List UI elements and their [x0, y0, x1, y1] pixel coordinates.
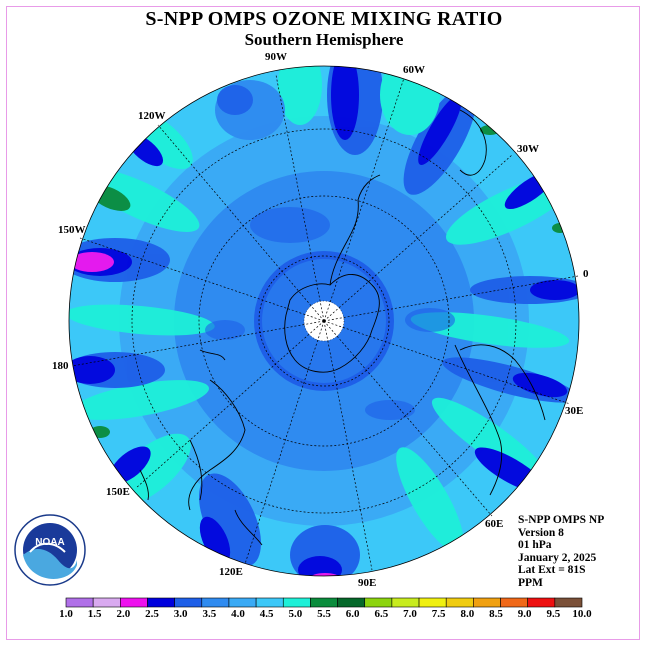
colorbar-tick-label: 7.0	[403, 608, 417, 620]
lon-label-180: 180	[52, 360, 69, 372]
coastlines	[139, 109, 546, 546]
lon-label-150e: 150E	[106, 486, 130, 498]
colorbar-swatch	[65, 597, 94, 608]
colorbar-swatch	[418, 597, 447, 608]
colorbar-swatch	[92, 597, 121, 608]
colorbar-swatch	[174, 597, 203, 608]
colorbar-swatch	[255, 597, 284, 608]
colorbar-swatch	[554, 597, 583, 608]
colorbar-swatch	[282, 597, 311, 608]
colorbar-tick-label: 5.0	[288, 608, 303, 620]
colorbar-tick-label: 3.0	[173, 608, 188, 620]
colorbar-swatch	[473, 597, 501, 608]
colorbar-tick-label: 3.5	[202, 608, 217, 620]
map-subtitle: Southern Hemisphere	[244, 30, 404, 49]
colorbar-tick-label: 8.5	[489, 608, 503, 620]
lon-label-60w: 60W	[403, 64, 425, 76]
info-units: PPM	[518, 576, 543, 589]
colorbar-swatch	[120, 597, 148, 608]
info-lat-ext: Lat Ext = 81S	[518, 564, 586, 576]
colorbar-tick-label: 4.5	[259, 608, 274, 620]
colorbar-tick-label: 2.0	[116, 608, 131, 620]
colorbar-tick-label: 4.0	[231, 608, 245, 620]
colorbar-tick-label: 8.0	[460, 608, 475, 620]
colorbar-tick-label: 9.5	[546, 608, 561, 620]
colorbar-swatch	[527, 597, 556, 608]
lon-label-90w: 90W	[265, 51, 287, 63]
colorbar-tick-label: 10.0	[572, 608, 592, 620]
info-version: Version 8	[518, 526, 564, 539]
ozone-field	[69, 66, 579, 576]
colorbar-swatch	[500, 597, 528, 608]
lon-label-150w: 150W	[58, 224, 86, 236]
colorbar-tick-label: 5.5	[317, 608, 331, 620]
lon-label-60e: 60E	[485, 518, 504, 530]
colorbar-tick-label: 1.5	[87, 608, 102, 620]
map-boundary	[68, 65, 580, 577]
colorbar-tick-label: 6.0	[345, 608, 360, 620]
lon-label-120e: 120E	[219, 566, 243, 578]
colorbar-tick-label: 6.5	[374, 608, 389, 620]
colorbar-swatch	[391, 597, 420, 608]
info-level: 01 hPa	[518, 539, 552, 551]
colorbar-swatch	[201, 597, 230, 608]
lon-label-0: 0	[583, 268, 589, 280]
colorbar-swatch	[364, 597, 393, 608]
lon-label-90e: 90E	[358, 577, 377, 589]
colorbar-swatch	[147, 597, 175, 608]
colorbar	[65, 597, 583, 608]
map-title: S-NPP OMPS OZONE MIXING RATIO	[145, 8, 503, 30]
colorbar-tick-label: 7.5	[431, 608, 446, 620]
figure-frame	[6, 6, 640, 640]
colorbar-tick-label: 2.5	[145, 608, 159, 620]
info-product: S-NPP OMPS NP	[518, 514, 605, 526]
colorbar-tick-label: 9.0	[517, 608, 532, 620]
noaa-logo-text: NOAA	[35, 537, 64, 548]
colorbar-swatch	[228, 597, 257, 608]
lon-label-30e: 30E	[565, 405, 584, 417]
colorbar-swatch	[337, 597, 366, 608]
info-date: January 2, 2025	[518, 551, 597, 564]
lon-label-30w: 30W	[517, 143, 539, 155]
info-block: S-NPP OMPS NP Version 8 01 hPa January 2…	[518, 514, 604, 589]
colorbar-swatch	[310, 597, 338, 608]
noaa-logo	[14, 514, 86, 586]
colorbar-swatch	[445, 597, 474, 608]
lon-label-120w: 120W	[138, 110, 166, 122]
colorbar-tick-label: 1.0	[59, 608, 73, 620]
graticule	[71, 74, 579, 571]
